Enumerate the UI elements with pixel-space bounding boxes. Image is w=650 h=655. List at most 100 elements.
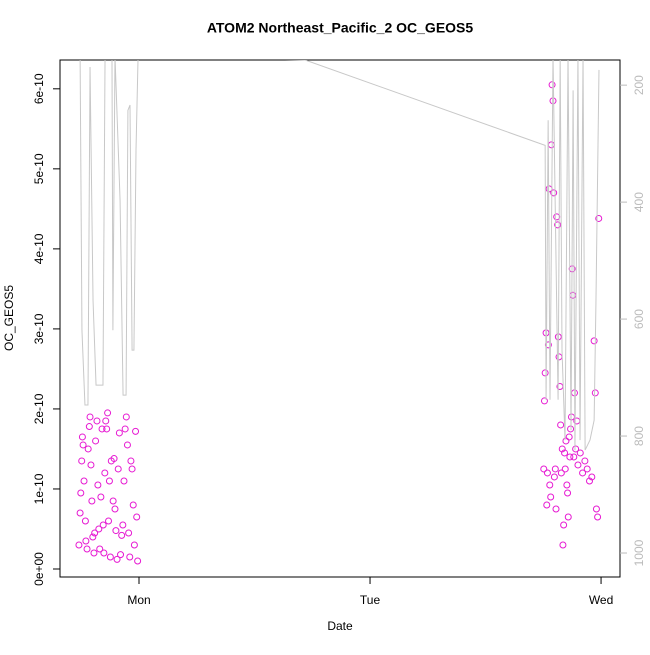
pressure-line	[79, 60, 600, 451]
point	[106, 553, 114, 561]
point	[109, 497, 117, 505]
y-axis-label: OC_GEOS5	[2, 285, 16, 351]
point	[543, 469, 551, 477]
chart-title: ATOM2 Northeast_Pacific_2 OC_GEOS5	[207, 20, 474, 36]
point	[97, 493, 105, 501]
point	[130, 541, 138, 549]
point	[93, 417, 101, 425]
point	[82, 537, 90, 545]
point	[591, 389, 599, 397]
point	[81, 517, 89, 525]
y2-tick-label: 400	[632, 192, 646, 212]
point	[581, 457, 589, 465]
point	[79, 441, 87, 449]
point	[543, 501, 551, 509]
point	[99, 521, 107, 529]
point	[129, 501, 137, 509]
point	[89, 533, 97, 541]
y2-tick-label: 600	[632, 309, 646, 329]
point	[128, 465, 136, 473]
point	[563, 481, 571, 489]
x-tick-label: Mon	[127, 593, 150, 607]
point	[550, 473, 558, 481]
point	[592, 505, 600, 513]
point	[91, 529, 99, 537]
point	[92, 437, 100, 445]
point	[87, 461, 95, 469]
point	[565, 433, 573, 441]
point	[564, 489, 572, 497]
point	[76, 509, 84, 517]
point	[572, 445, 580, 453]
point	[119, 521, 127, 529]
point	[90, 549, 98, 557]
point	[126, 553, 134, 561]
point	[588, 473, 596, 481]
point	[114, 465, 122, 473]
point	[594, 513, 602, 521]
point	[105, 477, 113, 485]
plot-frame	[59, 59, 621, 578]
point	[551, 465, 559, 473]
point	[102, 417, 110, 425]
point	[552, 505, 560, 513]
point	[120, 477, 128, 485]
point	[122, 413, 130, 421]
point	[88, 497, 96, 505]
point	[548, 81, 556, 89]
y2-tick-label: 200	[632, 75, 646, 95]
point	[557, 421, 565, 429]
point	[566, 453, 574, 461]
point	[117, 551, 125, 559]
point	[569, 291, 577, 299]
point	[562, 437, 570, 445]
y-tick-label: 0e+00	[32, 552, 46, 586]
x-axis-label: Date	[327, 619, 353, 633]
point	[540, 397, 548, 405]
point	[561, 465, 569, 473]
point	[80, 477, 88, 485]
point	[94, 481, 102, 489]
y2-tick-label: 1000	[632, 539, 646, 566]
point	[77, 489, 85, 497]
y-tick-label: 1e-10	[32, 473, 46, 504]
y-tick-label: 3e-10	[32, 313, 46, 344]
y-tick-label: 5e-10	[32, 153, 46, 184]
point	[540, 465, 548, 473]
point	[558, 445, 566, 453]
point	[555, 353, 563, 361]
point	[576, 449, 584, 457]
point	[595, 214, 603, 222]
point	[78, 433, 86, 441]
point	[78, 457, 86, 465]
point	[112, 527, 120, 535]
point	[83, 545, 91, 553]
point	[98, 425, 106, 433]
point	[84, 445, 92, 453]
point	[110, 455, 118, 463]
point	[560, 521, 568, 529]
point	[85, 423, 93, 431]
point	[115, 429, 123, 437]
point	[134, 557, 142, 565]
point	[121, 425, 129, 433]
point	[118, 531, 126, 539]
y2-tick-label: 800	[632, 426, 646, 446]
point	[95, 525, 103, 533]
point	[586, 477, 594, 485]
point	[133, 513, 141, 521]
point	[86, 413, 94, 421]
point	[554, 221, 562, 229]
point	[546, 481, 554, 489]
point	[570, 453, 578, 461]
plot-data	[75, 60, 603, 565]
point	[579, 469, 587, 477]
point	[561, 449, 569, 457]
point	[111, 505, 119, 513]
y-tick-label: 2e-10	[32, 393, 46, 424]
point	[547, 493, 555, 501]
point	[553, 213, 561, 221]
point	[103, 425, 111, 433]
